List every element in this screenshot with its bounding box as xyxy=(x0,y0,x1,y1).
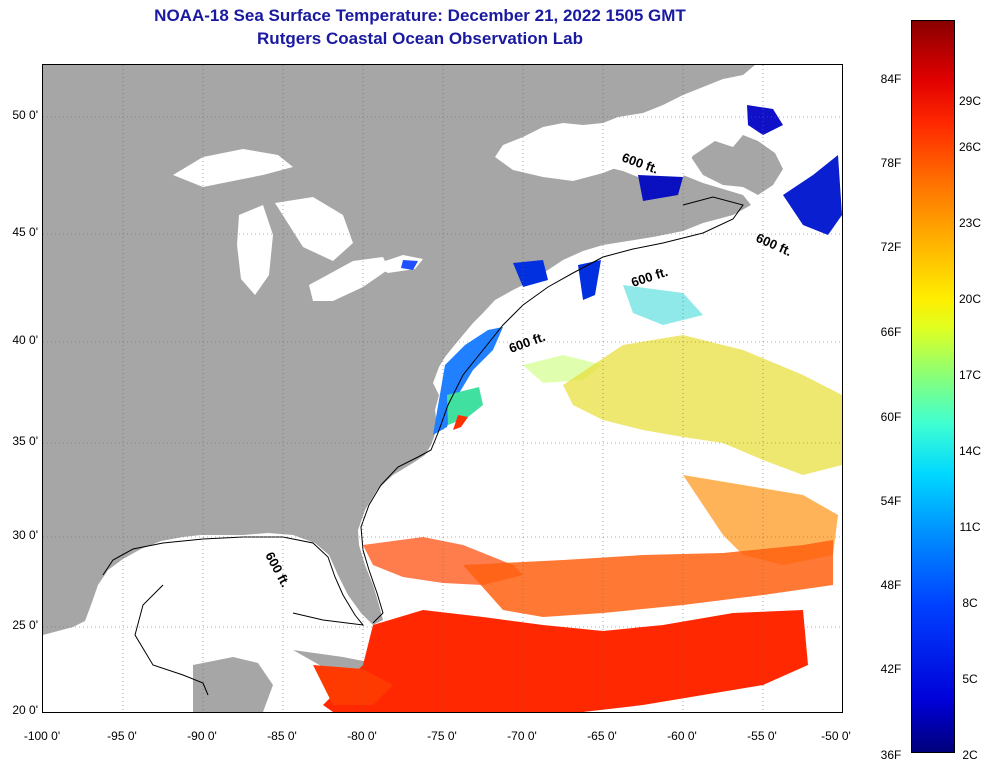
gulf-st-lawrence xyxy=(563,121,693,183)
fahrenheit-label: 60F xyxy=(880,410,902,424)
fahrenheit-label: 72F xyxy=(880,240,902,254)
sst-mid-patches xyxy=(523,285,842,565)
fahrenheit-label: 84F xyxy=(880,72,902,86)
celsius-label: 8C xyxy=(962,596,978,610)
lon-label: -65 0' xyxy=(587,729,617,743)
lon-label: -85 0' xyxy=(267,729,297,743)
celsius-label: 17C xyxy=(958,368,981,382)
lon-label: -70 0' xyxy=(507,729,537,743)
sst-shelf-gradient xyxy=(433,327,503,435)
sst-cold-patches xyxy=(401,105,842,300)
fahrenheit-label: 54F xyxy=(880,494,902,508)
lon-label: -75 0' xyxy=(427,729,457,743)
lon-label: -90 0' xyxy=(187,729,217,743)
lat-label: 35 0' xyxy=(12,434,38,448)
lon-label: -55 0' xyxy=(747,729,777,743)
lat-label: 40 0' xyxy=(12,333,38,347)
lon-label: -100 0' xyxy=(23,729,61,743)
celsius-label: 5C xyxy=(962,672,978,686)
fahrenheit-label: 48F xyxy=(880,578,902,592)
celsius-label: 11C xyxy=(959,520,981,534)
land-north-america xyxy=(43,65,755,635)
land-newfoundland xyxy=(691,135,783,195)
lat-label: 45 0' xyxy=(12,225,38,239)
lon-label: -60 0' xyxy=(667,729,697,743)
chart-subtitle: Rutgers Coastal Ocean Observation Lab xyxy=(257,29,583,48)
lon-label: -95 0' xyxy=(107,729,137,743)
lat-label: 25 0' xyxy=(12,618,38,632)
map-canvas: 600 ft. 600 ft. 600 ft. 600 ft. 600 ft. xyxy=(43,65,842,712)
celsius-label: 14C xyxy=(958,444,981,458)
chart-title: NOAA-18 Sea Surface Temperature: Decembe… xyxy=(154,6,686,25)
temperature-colorbar xyxy=(911,20,955,753)
fahrenheit-label: 66F xyxy=(880,325,902,339)
lat-label: 50 0' xyxy=(12,108,38,122)
isobath-label: 600 ft. xyxy=(262,549,293,589)
lon-label: -80 0' xyxy=(347,729,377,743)
sst-map: 600 ft. 600 ft. 600 ft. 600 ft. 600 ft. xyxy=(42,64,843,713)
lon-label: -50 0' xyxy=(821,729,851,743)
lat-label: 30 0' xyxy=(12,528,38,542)
isobath-label: 600 ft. xyxy=(507,329,547,356)
fahrenheit-label: 78F xyxy=(880,156,902,170)
fahrenheit-label: 36F xyxy=(880,748,902,762)
fahrenheit-label: 42F xyxy=(880,662,902,676)
celsius-label: 29C xyxy=(958,94,981,108)
isobath-label: 600 ft. xyxy=(754,230,794,259)
celsius-label: 2C xyxy=(962,748,978,762)
isobath-label: 600 ft. xyxy=(629,264,669,290)
isobath-600ft xyxy=(102,196,744,696)
celsius-label: 23C xyxy=(958,216,981,230)
sst-warm-patches xyxy=(313,537,833,712)
celsius-label: 26C xyxy=(958,140,981,154)
celsius-label: 20C xyxy=(958,292,981,306)
lat-label: 20 0' xyxy=(12,703,38,717)
land-yucatan xyxy=(193,657,273,712)
